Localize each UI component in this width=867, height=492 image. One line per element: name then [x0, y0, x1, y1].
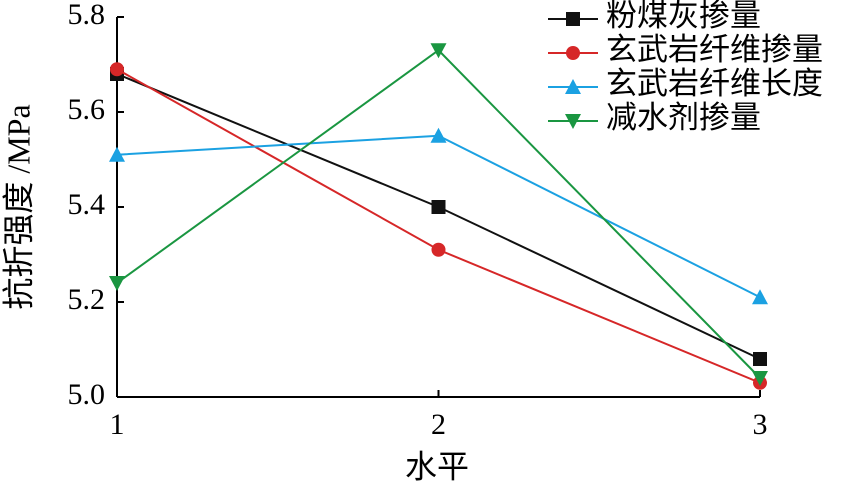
x-tick-label: 3 — [753, 408, 768, 441]
series-line — [116, 134, 761, 299]
y-tick-label: 5.6 — [68, 93, 106, 126]
marker — [430, 43, 447, 59]
y-tick-label: 5.4 — [68, 188, 106, 221]
marker — [753, 352, 767, 366]
x-tick-label: 2 — [431, 408, 446, 441]
marker — [110, 62, 124, 77]
marker — [565, 79, 581, 94]
y-axis-label: 抗折强度 /MPa — [0, 104, 36, 309]
marker — [566, 12, 580, 26]
marker — [566, 46, 580, 60]
legend-label: 减水剂掺量 — [606, 100, 761, 135]
marker — [431, 200, 446, 214]
legend-label: 玄武岩纤维掺量 — [606, 32, 823, 67]
y-tick-label: 5.0 — [68, 378, 106, 411]
marker — [565, 114, 581, 129]
legend-label: 粉煤灰掺量 — [606, 0, 761, 33]
y-tick-label: 5.2 — [68, 283, 106, 316]
marker — [109, 276, 125, 291]
marker — [430, 127, 447, 143]
y-tick-label: 5.8 — [68, 0, 106, 31]
x-tick-label: 1 — [110, 408, 125, 441]
marker — [431, 242, 446, 257]
marker — [109, 146, 125, 162]
marker — [752, 371, 768, 386]
legend-label: 玄武岩纤维长度 — [606, 66, 823, 101]
x-axis-label: 水平 — [405, 448, 469, 484]
marker — [752, 289, 768, 305]
